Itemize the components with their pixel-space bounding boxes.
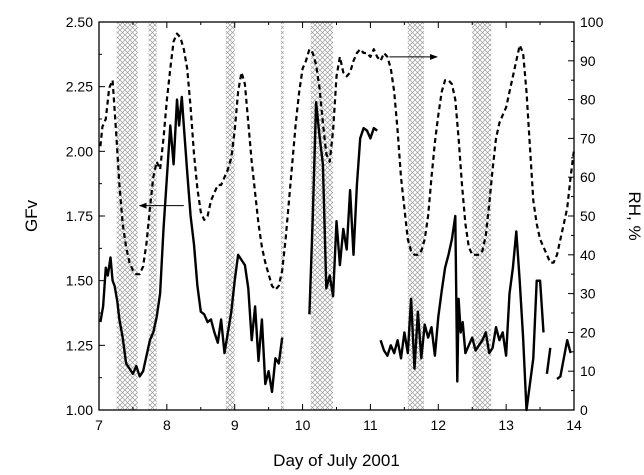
series-line-4 — [556, 339, 572, 380]
x-tick-label: 7 — [95, 417, 103, 433]
y-left-tick-label: 2.50 — [66, 14, 93, 30]
series-layer — [99, 32, 576, 412]
series-line-5 — [99, 32, 576, 291]
y-right-tick-label: 50 — [580, 208, 596, 224]
x-tick-label: 13 — [498, 417, 514, 433]
y-left-tick-label: 1.00 — [66, 402, 93, 418]
y-ticks-left: 1.00 1.25 1.50 1.75 2.00 2.25 2.50 — [66, 14, 105, 418]
y-left-tick-label: 1.75 — [66, 208, 93, 224]
y-left-tick-label: 2.25 — [66, 79, 93, 95]
series-line-0 — [99, 95, 284, 394]
shaded-interval-4 — [310, 22, 334, 410]
y-right-tick-label: 70 — [580, 130, 596, 146]
shaded-interval-1 — [148, 22, 157, 410]
y-right-tick-label: 40 — [580, 247, 596, 263]
shaded-interval-0 — [116, 22, 138, 410]
x-tick-label: 12 — [430, 417, 446, 433]
y-right-tick-label: 0 — [580, 402, 588, 418]
y-right-tick-label: 90 — [580, 53, 596, 69]
series-line-3 — [545, 347, 552, 374]
x-tick-label: 10 — [295, 417, 311, 433]
series-line-2 — [379, 214, 545, 412]
y-left-tick-label: 1.50 — [66, 273, 93, 289]
x-axis-title: Day of July 2001 — [273, 451, 400, 470]
annotations — [138, 53, 438, 209]
x-tick-label: 11 — [363, 417, 378, 433]
y-right-tick-label: 20 — [580, 324, 596, 340]
series-line-1 — [308, 100, 378, 315]
y-axis-title-right: RH, % — [625, 191, 644, 240]
y-right-tick-label: 60 — [580, 169, 596, 185]
y-axis-title-left: GFv — [22, 199, 41, 232]
y-left-tick-label: 1.25 — [66, 337, 93, 353]
shaded-interval-6 — [472, 22, 492, 410]
y-left-tick-label: 2.00 — [66, 143, 93, 159]
x-tick-label: 8 — [163, 417, 171, 433]
y-right-tick-label: 100 — [580, 14, 604, 30]
x-tick-label: 14 — [566, 417, 582, 433]
shaded-interval-3 — [280, 22, 284, 410]
x-ticks: 7 8 9 10 11 12 13 14 — [95, 22, 582, 433]
y-right-tick-label: 10 — [580, 363, 596, 379]
plot-frame — [98, 21, 575, 411]
x-tick-label: 9 — [231, 417, 239, 433]
y-right-tick-label: 30 — [580, 286, 596, 302]
y-right-tick-label: 80 — [580, 92, 596, 108]
shaded-interval-2 — [225, 22, 235, 410]
y-ticks-right: 0 10 20 30 40 50 60 70 80 90 100 — [568, 14, 604, 418]
